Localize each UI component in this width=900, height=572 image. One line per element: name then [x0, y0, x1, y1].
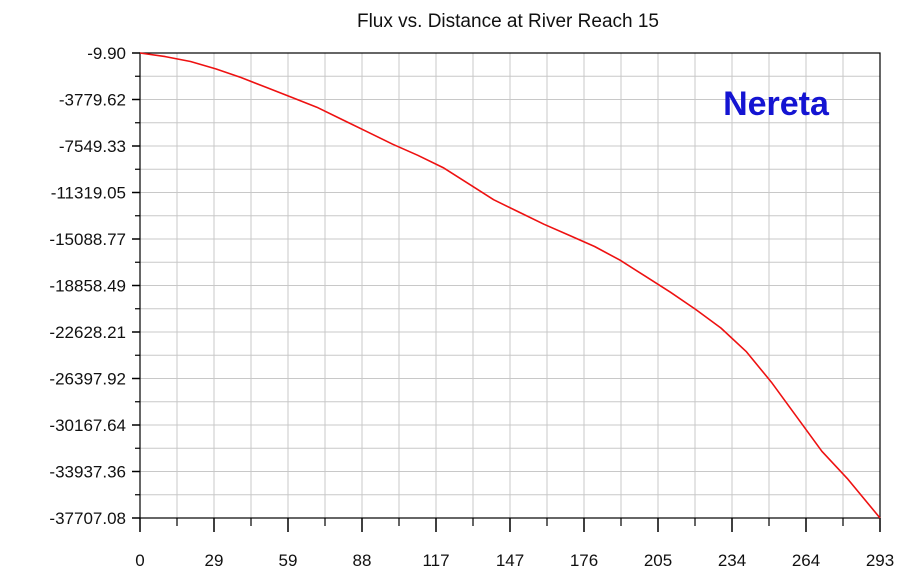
- y-tick-label: -7549.33: [59, 137, 126, 156]
- x-tick-label: 117: [422, 551, 449, 570]
- series: [139, 52, 881, 519]
- y-tick-label: -9.90: [87, 44, 126, 63]
- x-tick-label: 88: [353, 551, 372, 570]
- x-tick-label: 176: [570, 551, 598, 570]
- y-tick-label: -22628.21: [49, 323, 126, 342]
- y-tick-label: -33937.36: [49, 463, 126, 482]
- y-tick-label: -15088.77: [49, 230, 126, 249]
- y-tick-label: -37707.08: [49, 509, 126, 528]
- x-tick-label: 205: [644, 551, 672, 570]
- x-tick-label: 293: [866, 551, 894, 570]
- x-tick-label: 234: [718, 551, 746, 570]
- y-tick-label: -11319.05: [51, 184, 126, 203]
- chart-annotation: Nereta: [723, 85, 830, 123]
- chart-title: Flux vs. Distance at River Reach 15: [357, 11, 659, 32]
- x-tick-label: 29: [205, 551, 224, 570]
- x-tick-label: 264: [792, 551, 820, 570]
- series-line: [139, 52, 881, 519]
- y-tick-label: -30167.64: [49, 416, 126, 435]
- y-tick-label: -18858.49: [49, 277, 126, 296]
- grid: [139, 52, 881, 519]
- y-tick-label: -3779.62: [59, 91, 126, 110]
- y-tick-label: -26397.92: [49, 370, 126, 389]
- x-tick-label: 59: [279, 551, 298, 570]
- x-tick-label: 147: [496, 551, 524, 570]
- x-tick-label: 0: [135, 551, 144, 570]
- axes: -9.90 -3779.62 -7549.33 -11319.05 -15088.77 -…: [49, 44, 894, 570]
